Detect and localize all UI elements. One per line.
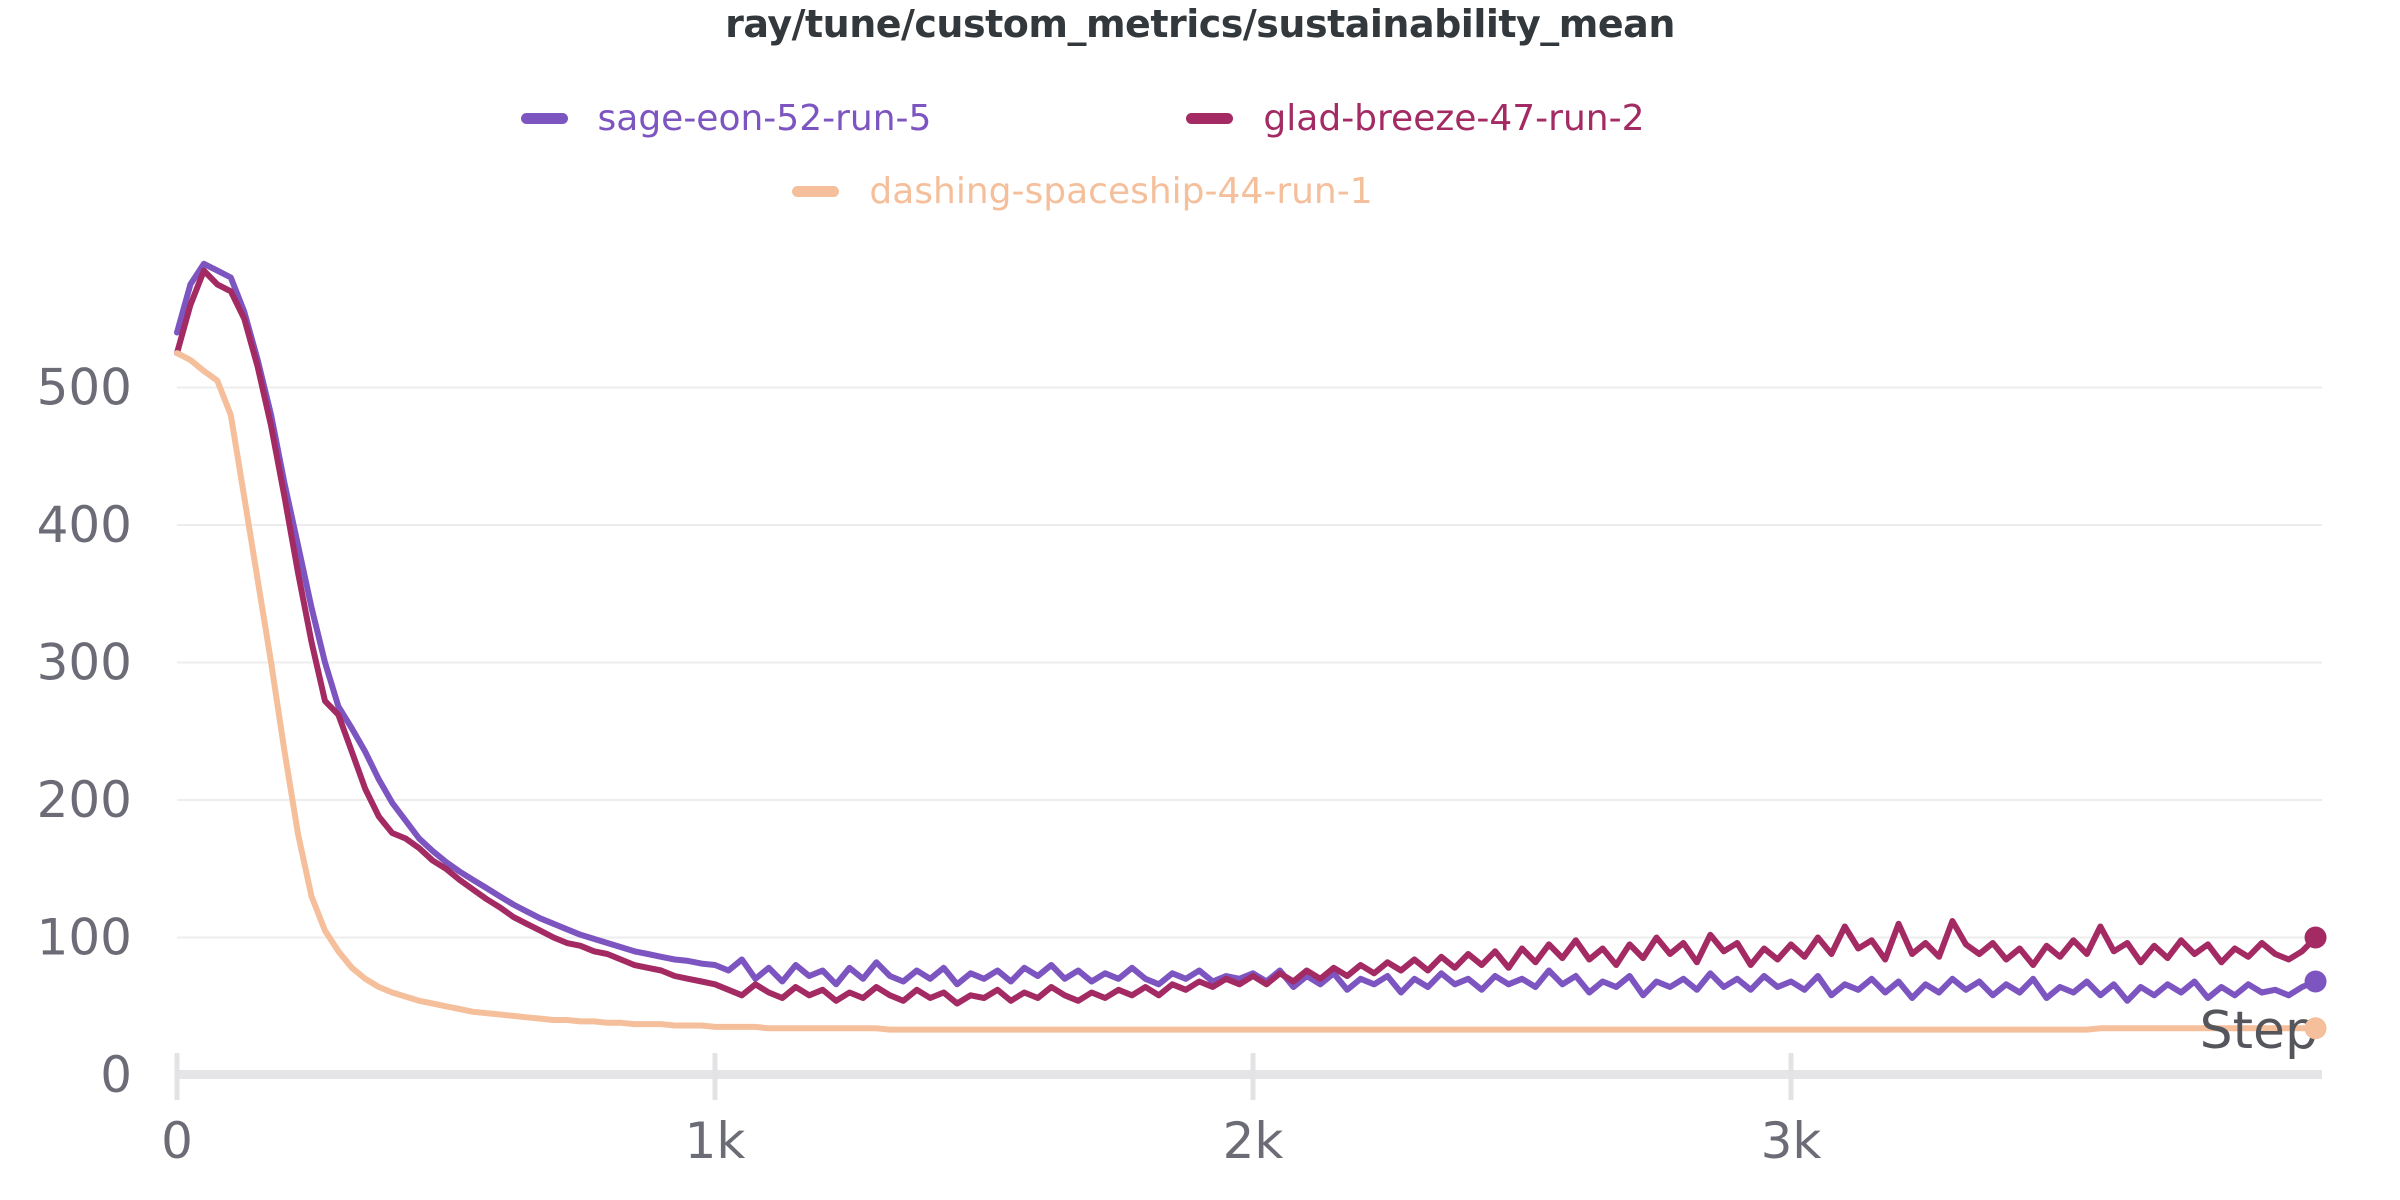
x-tick-label: 2k — [1223, 1112, 1284, 1170]
legend-row-1: sage-eon-52-run-5 glad-breeze-47-run-2 — [520, 98, 1645, 139]
y-tick-label: 0 — [100, 1046, 132, 1104]
legend-item-label: glad-breeze-47-run-2 — [1263, 98, 1645, 139]
legend-item-label: dashing-spaceship-44-run-1 — [869, 171, 1373, 212]
legend-swatch-icon — [520, 113, 568, 124]
series-end-dot-1 — [2304, 926, 2327, 949]
legend-swatch-icon — [1186, 113, 1234, 124]
chart-title: ray/tune/custom_metrics/sustainability_m… — [725, 2, 1675, 46]
series-line-2 — [174, 350, 2319, 1033]
y-tick-label: 500 — [37, 359, 132, 417]
legend: sage-eon-52-run-5 glad-breeze-47-run-2 d… — [0, 98, 2400, 212]
x-tick-label: 0 — [161, 1112, 193, 1170]
legend-item-glad-breeze-47-run-2[interactable]: glad-breeze-47-run-2 — [1186, 98, 1645, 139]
y-tick-label: 100 — [37, 909, 132, 967]
legend-row-2: dashing-spaceship-44-run-1 — [792, 171, 1373, 212]
x-tick-label: 3k — [1761, 1112, 1822, 1170]
x-tick-label: 1k — [685, 1112, 746, 1170]
series-line-0 — [174, 260, 2319, 1004]
legend-swatch-icon — [792, 186, 840, 197]
x-axis-line — [177, 1070, 2322, 1079]
series-end-dot-0 — [2304, 970, 2327, 993]
y-tick-label: 400 — [37, 496, 132, 554]
series-end-dot-2 — [2304, 1017, 2327, 1040]
y-tick-label: 200 — [37, 771, 132, 829]
series-line-1 — [174, 267, 2319, 1007]
legend-item-label: sage-eon-52-run-5 — [597, 98, 932, 139]
legend-item-dashing-spaceship-44-run-1[interactable]: dashing-spaceship-44-run-1 — [792, 171, 1373, 212]
x-axis-label: Step — [2200, 1001, 2318, 1061]
legend-item-sage-eon-52-run-5[interactable]: sage-eon-52-run-5 — [520, 98, 932, 139]
y-tick-label: 300 — [37, 634, 132, 692]
